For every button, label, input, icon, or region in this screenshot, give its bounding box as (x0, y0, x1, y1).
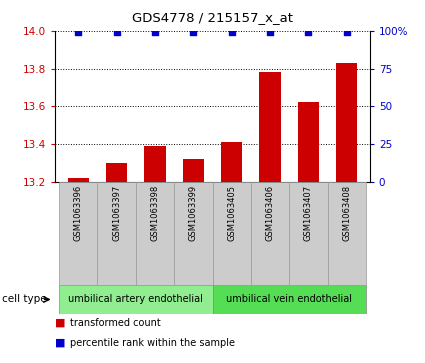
Bar (298, 102, 319, 182)
Text: cell type: cell type (2, 294, 47, 305)
Point (75, 29, 82, 35)
Text: ■: ■ (55, 318, 66, 328)
Point (228, 29, 235, 35)
Bar (144, 146, 165, 182)
Text: GSM1063396: GSM1063396 (74, 185, 83, 241)
Bar (174, 182, 212, 285)
Text: GSM1063408: GSM1063408 (342, 185, 351, 241)
Bar (97, 182, 136, 285)
Point (266, 29, 273, 35)
Bar (221, 142, 242, 182)
Point (113, 29, 120, 35)
Bar (106, 163, 127, 182)
Point (305, 29, 312, 35)
Text: GSM1063398: GSM1063398 (150, 185, 159, 241)
Text: percentile rank within the sample: percentile rank within the sample (70, 338, 235, 348)
Text: umbilical vein endothelial: umbilical vein endothelial (226, 294, 352, 305)
Bar (336, 63, 357, 182)
Text: GDS4778 / 215157_x_at: GDS4778 / 215157_x_at (132, 11, 293, 24)
Bar (59, 182, 97, 285)
Text: transformed count: transformed count (70, 318, 161, 328)
Text: GSM1063405: GSM1063405 (227, 185, 236, 241)
Text: GSM1063407: GSM1063407 (304, 185, 313, 241)
Point (152, 29, 159, 35)
Bar (212, 285, 366, 314)
Text: ■: ■ (55, 338, 66, 348)
Bar (59, 285, 212, 314)
Bar (136, 182, 174, 285)
Bar (212, 182, 251, 285)
Bar (260, 72, 280, 182)
Bar (328, 182, 366, 285)
Bar (289, 182, 328, 285)
Text: GSM1063399: GSM1063399 (189, 185, 198, 241)
Point (343, 29, 350, 35)
Bar (251, 182, 289, 285)
Bar (68, 178, 89, 182)
Bar (183, 159, 204, 182)
Point (190, 29, 197, 35)
Text: GSM1063406: GSM1063406 (266, 185, 275, 241)
Text: umbilical artery endothelial: umbilical artery endothelial (68, 294, 203, 305)
Text: GSM1063397: GSM1063397 (112, 185, 121, 241)
